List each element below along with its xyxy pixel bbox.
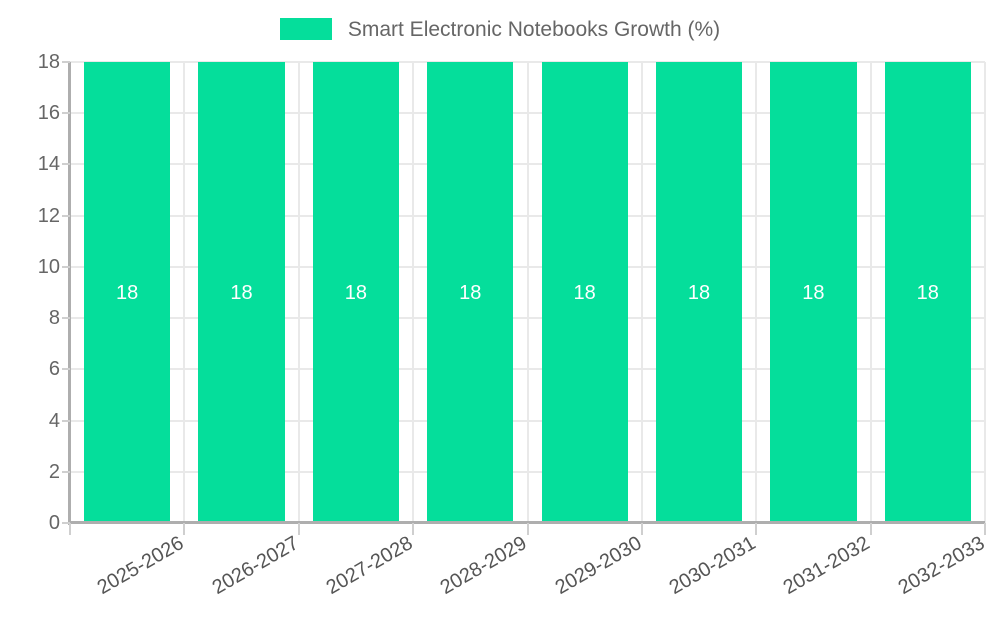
y-tick-label: 0 — [48, 512, 60, 534]
bar-value-label: 18 — [802, 281, 825, 304]
y-tick-label: 16 — [37, 102, 60, 125]
x-tick-mark — [640, 523, 643, 535]
y-tick-label: 12 — [37, 204, 60, 227]
x-tick-mark — [526, 523, 529, 535]
y-tick-mark — [62, 265, 70, 268]
bar-value-label: 18 — [230, 281, 253, 304]
gridline-vertical — [526, 62, 529, 523]
gridline-vertical — [183, 62, 186, 523]
gridline-vertical — [412, 62, 415, 523]
y-tick-label: 18 — [37, 51, 60, 73]
bar[interactable]: 18 — [541, 62, 628, 523]
bar-value-label: 18 — [687, 281, 711, 304]
gridline-vertical — [869, 62, 872, 523]
x-tick-mark — [755, 523, 758, 535]
bar[interactable]: 18 — [312, 62, 400, 523]
y-tick-mark — [62, 112, 70, 115]
bar-value-label: 18 — [116, 281, 139, 304]
bar[interactable]: 18 — [770, 62, 857, 523]
x-tick-mark — [412, 523, 415, 535]
y-axis-line — [68, 62, 71, 525]
y-tick-mark — [62, 61, 70, 63]
x-tick-mark — [183, 523, 186, 535]
bar-value-label: 18 — [573, 281, 596, 304]
y-tick-mark — [62, 163, 70, 166]
bar-value-label: 18 — [459, 281, 482, 304]
y-tick-mark — [62, 419, 70, 422]
x-tick-mark — [69, 523, 71, 535]
y-tick-label: 6 — [48, 358, 60, 381]
bar[interactable]: 18 — [198, 62, 285, 523]
y-axis: 0 2 4 6 8 10 12 14 16 18 — [0, 0, 70, 600]
x-tick-mark — [297, 523, 300, 535]
legend-label: Smart Electronic Notebooks Growth (%) — [347, 17, 721, 41]
y-tick-label: 2 — [48, 460, 60, 483]
y-tick-mark — [62, 368, 70, 371]
legend-swatch-icon — [279, 18, 332, 40]
y-tick-mark — [62, 214, 70, 217]
gridline-vertical — [640, 62, 643, 523]
y-tick-label: 8 — [48, 307, 60, 330]
x-axis-line — [68, 521, 985, 524]
bar[interactable]: 18 — [427, 62, 514, 523]
y-tick-label: 10 — [37, 255, 60, 278]
x-tick-mark — [869, 523, 872, 535]
bar[interactable]: 18 — [84, 62, 171, 523]
bar[interactable]: 18 — [884, 62, 971, 523]
legend-item-smart-electronic-notebooks-growth[interactable]: Smart Electronic Notebooks Growth (%) — [279, 17, 721, 41]
chart-legend: Smart Electronic Notebooks Growth (%) — [0, 14, 1000, 44]
bar-value-label: 18 — [344, 281, 368, 304]
bar[interactable]: 18 — [655, 62, 743, 523]
x-tick-mark — [984, 523, 986, 535]
gridline-vertical — [297, 62, 300, 523]
gridline-vertical — [984, 62, 986, 523]
gridline-vertical — [755, 62, 758, 523]
y-tick-label: 14 — [37, 153, 60, 176]
y-tick-mark — [62, 317, 70, 320]
y-tick-mark — [62, 522, 70, 524]
bar-value-label: 18 — [916, 281, 939, 304]
y-tick-mark — [62, 470, 70, 473]
bar-chart: Smart Electronic Notebooks Growth (%) 18… — [0, 0, 1000, 600]
y-tick-label: 4 — [48, 409, 60, 432]
plot-area: 18 18 18 18 18 18 18 18 — [69, 61, 986, 524]
